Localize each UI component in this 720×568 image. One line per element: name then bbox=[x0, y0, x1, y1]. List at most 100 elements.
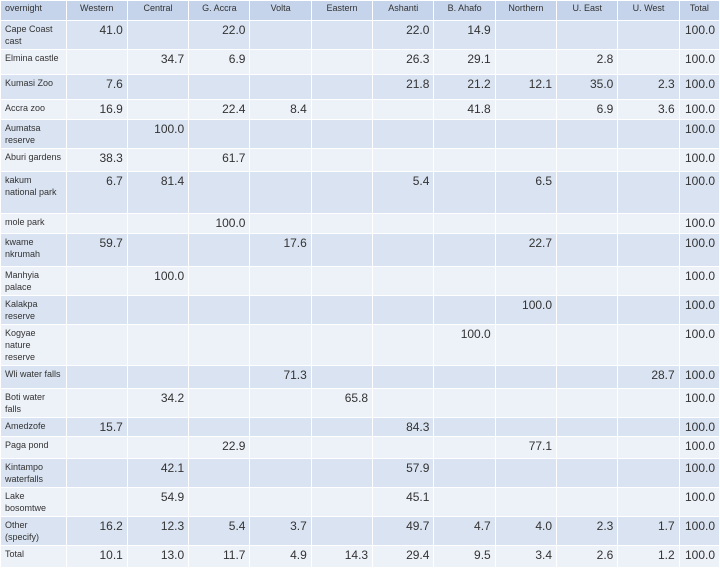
value-cell: 100.0 bbox=[678, 516, 720, 546]
empty-cell bbox=[433, 148, 496, 172]
value-cell: 12.1 bbox=[494, 74, 558, 100]
table-row: Kintampo waterfalls 42.1 57.9 100.0 bbox=[0, 458, 720, 488]
value-cell: 41.0 bbox=[65, 20, 128, 50]
value-cell: 6.5 bbox=[494, 171, 558, 214]
empty-cell bbox=[433, 295, 496, 325]
empty-cell bbox=[310, 365, 374, 389]
empty-cell bbox=[556, 233, 619, 267]
value-cell: 57.9 bbox=[372, 458, 435, 488]
value-cell: 14.9 bbox=[433, 20, 496, 50]
row-label: Manhyia palace bbox=[0, 266, 67, 296]
row-label: Paga pond bbox=[0, 436, 67, 459]
empty-cell bbox=[494, 148, 558, 172]
table-row: mole park 100.0 100.0 bbox=[0, 213, 720, 234]
empty-cell bbox=[433, 171, 496, 214]
header-cell: Northern bbox=[494, 0, 558, 21]
empty-cell bbox=[249, 417, 312, 437]
header-cell: Central bbox=[126, 0, 190, 21]
table-row: Amedzofe 15.7 84.3 100.0 bbox=[0, 417, 720, 437]
empty-cell bbox=[556, 365, 619, 389]
table-row: Elmina castle 34.7 6.9 26.3 29.1 2.8 100.0 bbox=[0, 49, 720, 75]
empty-cell bbox=[310, 213, 374, 234]
empty-cell bbox=[188, 74, 251, 100]
empty-cell bbox=[372, 99, 435, 120]
empty-cell bbox=[433, 266, 496, 296]
value-cell: 100.0 bbox=[126, 266, 190, 296]
empty-cell bbox=[372, 295, 435, 325]
empty-cell bbox=[494, 213, 558, 234]
empty-cell bbox=[556, 20, 619, 50]
value-cell: 2.8 bbox=[556, 49, 619, 75]
value-cell: 100.0 bbox=[678, 233, 720, 267]
empty-cell bbox=[556, 487, 619, 517]
empty-cell bbox=[65, 436, 128, 459]
empty-cell bbox=[310, 436, 374, 459]
empty-cell bbox=[617, 266, 680, 296]
value-cell: 16.2 bbox=[65, 516, 128, 546]
value-cell: 100.0 bbox=[433, 324, 496, 366]
value-cell: 100.0 bbox=[678, 365, 720, 389]
empty-cell bbox=[617, 119, 680, 149]
value-cell: 100.0 bbox=[188, 213, 251, 234]
empty-cell bbox=[433, 458, 496, 488]
row-label: Other (specify) bbox=[0, 516, 67, 546]
value-cell: 22.7 bbox=[494, 233, 558, 267]
row-label: Kintampo waterfalls bbox=[0, 458, 67, 488]
value-cell: 100.0 bbox=[678, 458, 720, 488]
table-row: kakum national park 6.7 81.4 5.4 6.5 100.0 bbox=[0, 171, 720, 214]
value-cell: 1.7 bbox=[617, 516, 680, 546]
empty-cell bbox=[617, 324, 680, 366]
empty-cell bbox=[126, 74, 190, 100]
value-cell: 100.0 bbox=[678, 417, 720, 437]
empty-cell bbox=[494, 324, 558, 366]
empty-cell bbox=[310, 99, 374, 120]
empty-cell bbox=[126, 20, 190, 50]
empty-cell bbox=[617, 49, 680, 75]
table-row: Boti water falls 34.2 65.8 100.0 bbox=[0, 388, 720, 418]
value-cell: 65.8 bbox=[310, 388, 374, 418]
row-label: Aburi gardens bbox=[0, 148, 67, 172]
value-cell: 21.2 bbox=[433, 74, 496, 100]
value-cell: 26.3 bbox=[372, 49, 435, 75]
table-row: Kumasi Zoo 7.6 21.8 21.2 12.1 35.0 2.3 100.0 bbox=[0, 74, 720, 100]
value-cell: 6.9 bbox=[188, 49, 251, 75]
header-cell: U. East bbox=[556, 0, 619, 21]
value-cell: 11.7 bbox=[188, 545, 251, 568]
value-cell: 100.0 bbox=[678, 20, 720, 50]
row-label: Wli water falls bbox=[0, 365, 67, 389]
value-cell: 5.4 bbox=[188, 516, 251, 546]
value-cell: 45.1 bbox=[372, 487, 435, 517]
value-cell: 71.3 bbox=[249, 365, 312, 389]
empty-cell bbox=[65, 295, 128, 325]
table-row: Aburi gardens 38.3 61.7 100.0 bbox=[0, 148, 720, 172]
empty-cell bbox=[372, 266, 435, 296]
empty-cell bbox=[556, 295, 619, 325]
empty-cell bbox=[249, 458, 312, 488]
empty-cell bbox=[310, 49, 374, 75]
row-label: Amedzofe bbox=[0, 417, 67, 437]
empty-cell bbox=[65, 213, 128, 234]
empty-cell bbox=[188, 487, 251, 517]
row-label: Elmina castle bbox=[0, 49, 67, 75]
row-label: Accra zoo bbox=[0, 99, 67, 120]
value-cell: 81.4 bbox=[126, 171, 190, 214]
empty-cell bbox=[372, 233, 435, 267]
empty-cell bbox=[617, 417, 680, 437]
value-cell: 12.3 bbox=[126, 516, 190, 546]
value-cell: 8.4 bbox=[249, 99, 312, 120]
value-cell: 6.7 bbox=[65, 171, 128, 214]
header-cell: Total bbox=[678, 0, 720, 21]
value-cell: 4.0 bbox=[494, 516, 558, 546]
empty-cell bbox=[249, 388, 312, 418]
value-cell: 100.0 bbox=[678, 49, 720, 75]
empty-cell bbox=[617, 458, 680, 488]
value-cell: 2.3 bbox=[617, 74, 680, 100]
value-cell: 41.8 bbox=[433, 99, 496, 120]
row-label: Aumatsa reserve bbox=[0, 119, 67, 149]
empty-cell bbox=[556, 458, 619, 488]
empty-cell bbox=[65, 365, 128, 389]
empty-cell bbox=[188, 171, 251, 214]
empty-cell bbox=[65, 388, 128, 418]
